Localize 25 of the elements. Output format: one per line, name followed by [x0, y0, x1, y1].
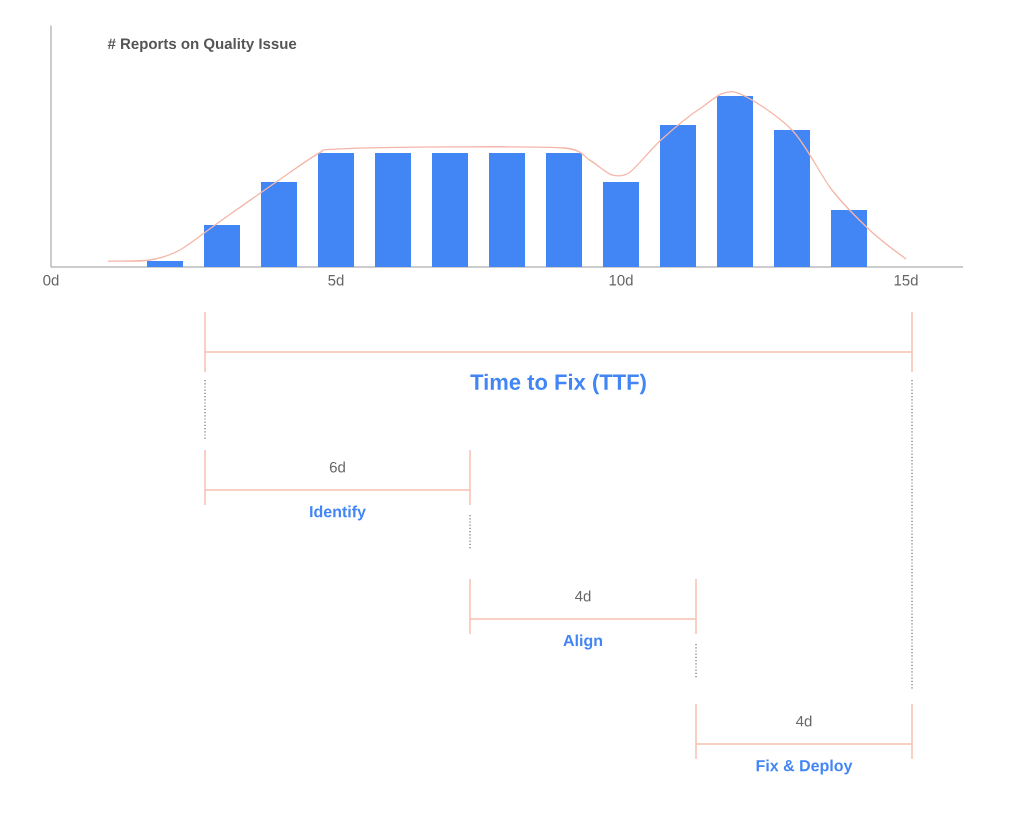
bar	[432, 153, 469, 268]
bar	[603, 181, 640, 268]
text: Time to Fix (TTF)	[470, 373, 646, 395]
text: 4d	[796, 715, 812, 727]
bar	[717, 96, 754, 268]
text: 4d	[575, 590, 591, 602]
text: 6d	[329, 461, 345, 473]
bar	[831, 209, 868, 268]
x-tick-label: 0d	[43, 274, 59, 286]
bar	[489, 153, 526, 268]
bar	[318, 153, 355, 268]
bar	[546, 153, 583, 268]
chart-title: # Reports on Quality Issue	[107, 38, 297, 52]
bar	[375, 153, 412, 268]
bar	[204, 225, 241, 268]
bar	[147, 261, 184, 268]
bar	[660, 125, 697, 268]
x-tick-label: 15d	[894, 274, 918, 286]
text: Fix & Deploy	[756, 759, 853, 775]
text: Identify	[310, 505, 366, 521]
bar	[261, 181, 298, 268]
x-tick-label: 5d	[328, 274, 344, 286]
bar	[774, 129, 811, 268]
x-tick-label: 10d	[609, 274, 633, 286]
text: Align	[563, 634, 603, 650]
